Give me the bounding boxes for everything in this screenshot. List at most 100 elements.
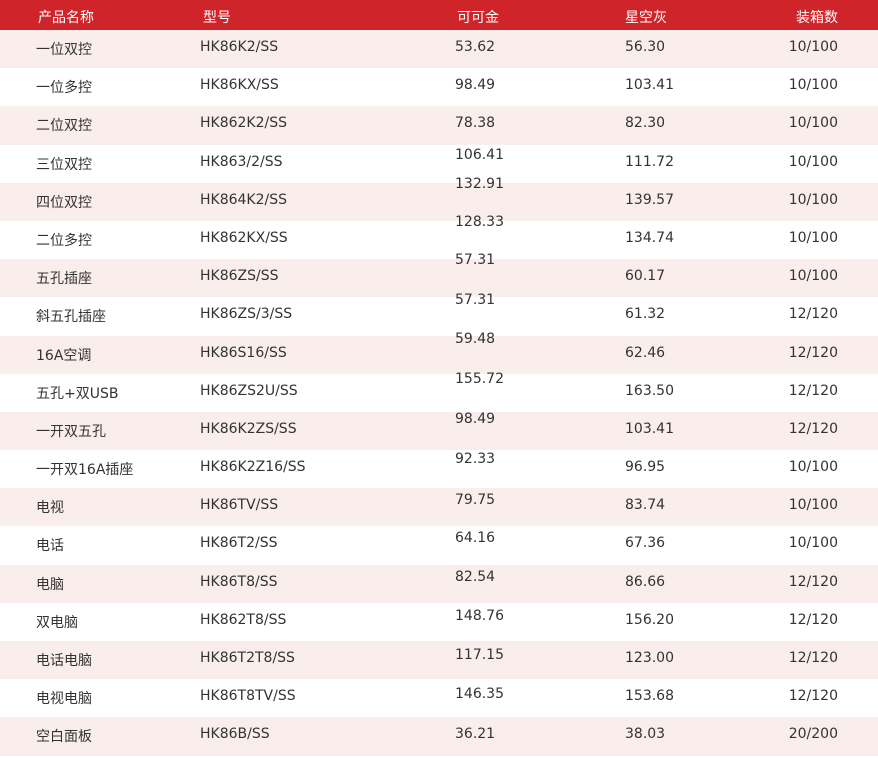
cell-model: HK86T8TV/SS	[200, 688, 296, 705]
cell-packing: 12/120	[788, 420, 838, 437]
cell-packing: 10/100	[788, 77, 838, 94]
cell-product-name: 空白面板	[36, 729, 92, 746]
cell-packing: 10/100	[788, 459, 838, 476]
cell-cocoa-gold-price: 148.76	[455, 607, 504, 624]
cell-product-name: 电话电脑	[36, 653, 92, 669]
cell-star-gray-price: 163.50	[625, 382, 674, 399]
cell-packing: 12/120	[788, 650, 838, 666]
cell-product-name: 五孔+双USB	[36, 385, 119, 402]
cell-star-gray-price: 111.72	[625, 153, 674, 170]
cell-model: HK86ZS/3/SS	[200, 306, 293, 323]
cell-cocoa-gold-price: 57.31	[455, 292, 496, 309]
cell-star-gray-price: 156.20	[625, 611, 674, 628]
cell-product-name: 五孔插座	[36, 271, 92, 288]
cell-packing: 12/120	[788, 611, 838, 628]
cell-product-name: 一位双控	[36, 42, 92, 58]
cell-product-name: 斜五孔插座	[36, 309, 106, 326]
cell-model: HK86K2ZS/SS	[200, 420, 297, 437]
table-row: 电话 HK86T2/SS 64.16 67.36 10/100	[0, 526, 878, 564]
table-row: 五孔+双USB HK86ZS2U/SS 155.72 163.50 12/120	[0, 371, 878, 412]
cell-product-name: 电话	[36, 538, 64, 555]
cell-model: HK86ZS/SS	[200, 268, 279, 285]
cell-model: HK86T2T8/SS	[200, 650, 295, 666]
cell-star-gray-price: 82.30	[625, 115, 666, 132]
cell-packing: 10/100	[788, 115, 838, 132]
cell-product-name: 电视电脑	[36, 691, 92, 708]
cell-star-gray-price: 60.17	[625, 268, 666, 285]
cell-star-gray-price: 96.95	[625, 459, 666, 476]
cell-star-gray-price: 86.66	[625, 573, 666, 590]
header-packing: 装箱数	[796, 10, 838, 26]
cell-cocoa-gold-price: 82.54	[455, 568, 496, 585]
table-row: 五孔插座 HK86ZS/SS 57.31 60.17 10/100	[0, 252, 878, 298]
header-star-gray: 星空灰	[625, 10, 667, 26]
cell-model: HK862KX/SS	[200, 229, 288, 246]
table-row: 电脑 HK86T8/SS 82.54 86.66 12/120	[0, 564, 878, 603]
table-row: 四位双控 HK864K2/SS 132.91 139.57 10/100	[0, 176, 878, 221]
cell-packing: 12/120	[788, 382, 838, 399]
cell-cocoa-gold-price: 98.49	[455, 77, 496, 94]
cell-model: HK86K2/SS	[200, 39, 279, 55]
cell-product-name: 二位多控	[36, 232, 92, 249]
cell-model: HK862K2/SS	[200, 115, 288, 132]
cell-product-name: 双电脑	[36, 614, 78, 631]
cell-star-gray-price: 83.74	[625, 497, 666, 514]
cell-model: HK86S16/SS	[200, 344, 287, 361]
table-row: 斜五孔插座 HK86ZS/3/SS 57.31 61.32 12/120	[0, 292, 878, 335]
cell-cocoa-gold-price: 146.35	[455, 686, 504, 703]
cell-packing: 10/100	[788, 191, 838, 208]
table-row: 一位多控 HK86KX/SS 98.49 103.41 10/100	[0, 68, 878, 106]
header-cocoa-gold: 可可金	[457, 10, 499, 26]
cell-model: HK86TV/SS	[200, 497, 279, 514]
cell-packing: 10/100	[788, 535, 838, 552]
table-row: 一位双控 HK86K2/SS 53.62 56.30 10/100	[0, 30, 878, 69]
cell-packing: 20/200	[788, 726, 838, 743]
cell-product-name: 16A空调	[36, 347, 92, 364]
cell-product-name: 一开双16A插座	[36, 462, 134, 479]
cell-product-name: 电视	[36, 500, 64, 517]
cell-cocoa-gold-price: 53.62	[455, 39, 496, 55]
cell-star-gray-price: 103.41	[625, 77, 674, 94]
cell-model: HK86T2/SS	[200, 535, 278, 552]
cell-packing: 10/100	[788, 39, 838, 55]
cell-packing: 12/120	[788, 573, 838, 590]
table-row: 三位双控 HK863/2/SS 106.41 111.72 10/100	[0, 145, 878, 183]
cell-packing: 10/100	[788, 497, 838, 514]
cell-star-gray-price: 123.00	[625, 650, 674, 666]
cell-cocoa-gold-price: 128.33	[455, 213, 504, 230]
cell-packing: 10/100	[788, 229, 838, 246]
table-row: 一开双16A插座 HK86K2Z16/SS 92.33 96.95 10/100	[0, 450, 878, 488]
cell-product-name: 一开双五孔	[36, 423, 106, 440]
cell-model: HK86B/SS	[200, 726, 270, 743]
table-row: 二位多控 HK862KX/SS 128.33 134.74 10/100	[0, 214, 878, 259]
cell-cocoa-gold-price: 98.49	[455, 410, 496, 427]
table-row: 电视电脑 HK86T8TV/SS 146.35 153.68 12/120	[0, 679, 878, 717]
header-product-name: 产品名称	[38, 10, 94, 26]
cell-cocoa-gold-price: 92.33	[455, 451, 496, 468]
cell-packing: 12/120	[788, 344, 838, 361]
cell-star-gray-price: 62.46	[625, 344, 666, 361]
cell-star-gray-price: 38.03	[625, 726, 666, 743]
cell-product-name: 二位双控	[36, 118, 92, 135]
table-row: 二位双控 HK862K2/SS 78.38 82.30 10/100	[0, 106, 878, 145]
table-row: 电话电脑 HK86T2T8/SS 117.15 123.00 12/120	[0, 641, 878, 680]
cell-star-gray-price: 139.57	[625, 191, 674, 208]
cell-star-gray-price: 153.68	[625, 688, 674, 705]
cell-product-name: 一位多控	[36, 80, 92, 97]
cell-model: HK864K2/SS	[200, 191, 288, 208]
cell-cocoa-gold-price: 79.75	[455, 492, 496, 509]
cell-cocoa-gold-price: 78.38	[455, 115, 496, 132]
cell-model: HK86K2Z16/SS	[200, 459, 306, 476]
cell-star-gray-price: 67.36	[625, 535, 666, 552]
cell-packing: 12/120	[788, 688, 838, 705]
table-header: 产品名称 型号 可可金 星空灰 装箱数	[0, 0, 878, 30]
cell-star-gray-price: 56.30	[625, 39, 666, 55]
cell-cocoa-gold-price: 117.15	[455, 647, 504, 663]
table-row: 16A空调 HK86S16/SS 59.48 62.46 12/120	[0, 331, 878, 374]
cell-model: HK863/2/SS	[200, 153, 283, 170]
cell-cocoa-gold-price: 57.31	[455, 252, 496, 269]
cell-cocoa-gold-price: 64.16	[455, 530, 496, 547]
cell-star-gray-price: 134.74	[625, 229, 674, 246]
cell-star-gray-price: 61.32	[625, 306, 666, 323]
table-row: 一开双五孔 HK86K2ZS/SS 98.49 103.41 12/120	[0, 410, 878, 451]
